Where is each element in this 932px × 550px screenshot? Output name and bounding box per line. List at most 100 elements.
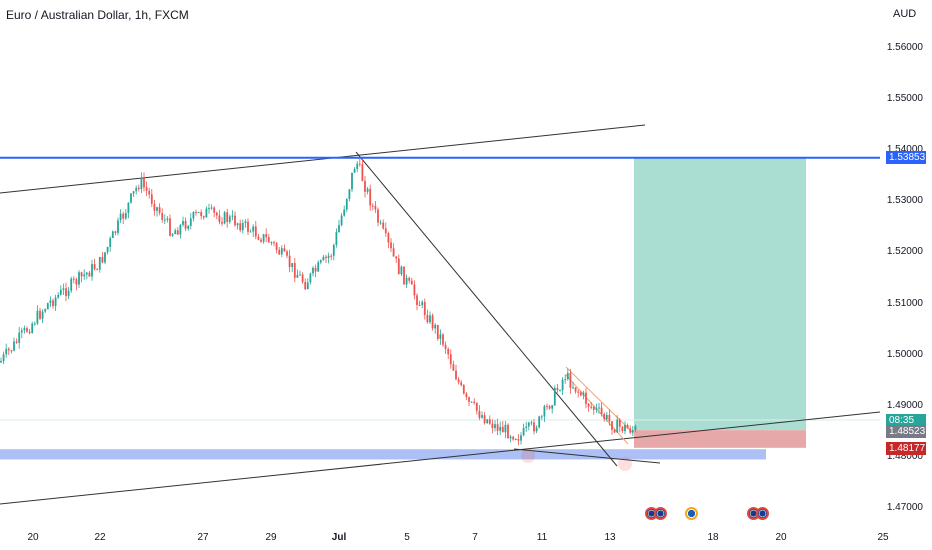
eu-flag-icon[interactable] [685,507,698,520]
candle-body [304,282,307,290]
candle-body [473,401,476,403]
candle-body [340,215,343,226]
candle-body [343,209,346,216]
au-flag-icon[interactable] [654,507,667,520]
candle-body [330,255,333,257]
candle-body [434,324,437,329]
candle-body [28,331,31,333]
candle-body [205,208,208,218]
candle-body [514,438,517,440]
candle-body [234,215,236,226]
candle-body [247,221,249,232]
candle-body [33,323,36,325]
candle-body [249,231,252,233]
candle-body [371,205,374,207]
candle-body [13,341,15,351]
candle-body [358,163,361,165]
candle-body [83,274,86,277]
candle-body [624,425,626,432]
candle-body [31,323,34,333]
date-tick-label: 5 [404,532,410,543]
candle-body [161,212,164,220]
candle-body [36,310,39,324]
candle-body [210,207,213,209]
candle-body [483,415,486,424]
symbol-title[interactable]: Euro / Australian Dollar, 1h, FXCM [6,8,189,22]
candle-body [52,300,54,306]
candle-body [145,187,148,191]
candle-body [423,301,426,316]
candle-body [382,222,385,229]
candle-body [598,407,600,409]
candle-body [278,249,281,255]
candle-body [59,289,62,295]
candle-body [335,232,338,246]
candle-body [413,284,416,296]
candle-body [228,216,231,222]
date-tick-label: Jul [331,532,347,543]
candle-body [106,246,109,253]
candle-body [46,303,49,310]
candle-body [603,413,606,420]
candle-body [457,379,460,383]
candle-body [62,288,65,290]
candle-body [587,403,590,407]
candle-body [75,279,78,285]
candle-body [426,315,429,323]
candle-body [517,438,520,441]
candle-body [351,172,353,190]
candle-body [470,401,473,403]
candle-body [543,406,546,417]
price-tick-label: 1.54000 [886,144,923,156]
candle-body [101,256,104,263]
candle-body [410,280,413,285]
candle-body [140,177,143,190]
candle-body [296,274,299,278]
candle-body [395,256,398,259]
candle-body [176,230,179,235]
candle-body [119,213,122,221]
candle-body [345,198,348,210]
candle-body [369,188,372,206]
date-tick-label: 11 [536,532,548,543]
support-zone [0,449,766,460]
lower-channel-line [0,411,881,505]
candle-body [80,272,83,277]
candle-body [475,402,478,411]
candle-body [239,223,242,231]
currency-label[interactable]: AUD [893,8,917,20]
date-tick-label: 27 [197,532,209,543]
candle-body [481,415,483,418]
candle-body [57,294,60,298]
candle-body [449,354,452,365]
candle-body [143,177,145,188]
candle-body [223,212,226,224]
candle-body [0,360,2,363]
upper-channel-line [0,124,646,194]
candle-body [546,406,548,408]
candle-body [117,220,119,233]
candle-body [416,295,418,305]
candle-body [109,238,112,247]
candle-body [605,414,608,420]
candle-body [478,410,481,418]
candle-body [286,251,288,256]
au-flag-icon[interactable] [756,507,769,520]
candle-body [156,207,158,211]
price-tick-label: 1.47000 [886,501,923,513]
candle-body [215,212,218,216]
candle-body [384,228,387,234]
candle-body [67,290,70,296]
candle-body [96,269,99,271]
candle-body [387,233,390,243]
candle-body [494,424,496,429]
candle-body [577,391,580,393]
candle-body [200,212,203,217]
candle-body [319,260,322,263]
candle-body [49,300,52,304]
candle-body [195,212,197,214]
candle-body [460,382,463,386]
candle-body [338,225,340,233]
candle-body [130,193,132,203]
